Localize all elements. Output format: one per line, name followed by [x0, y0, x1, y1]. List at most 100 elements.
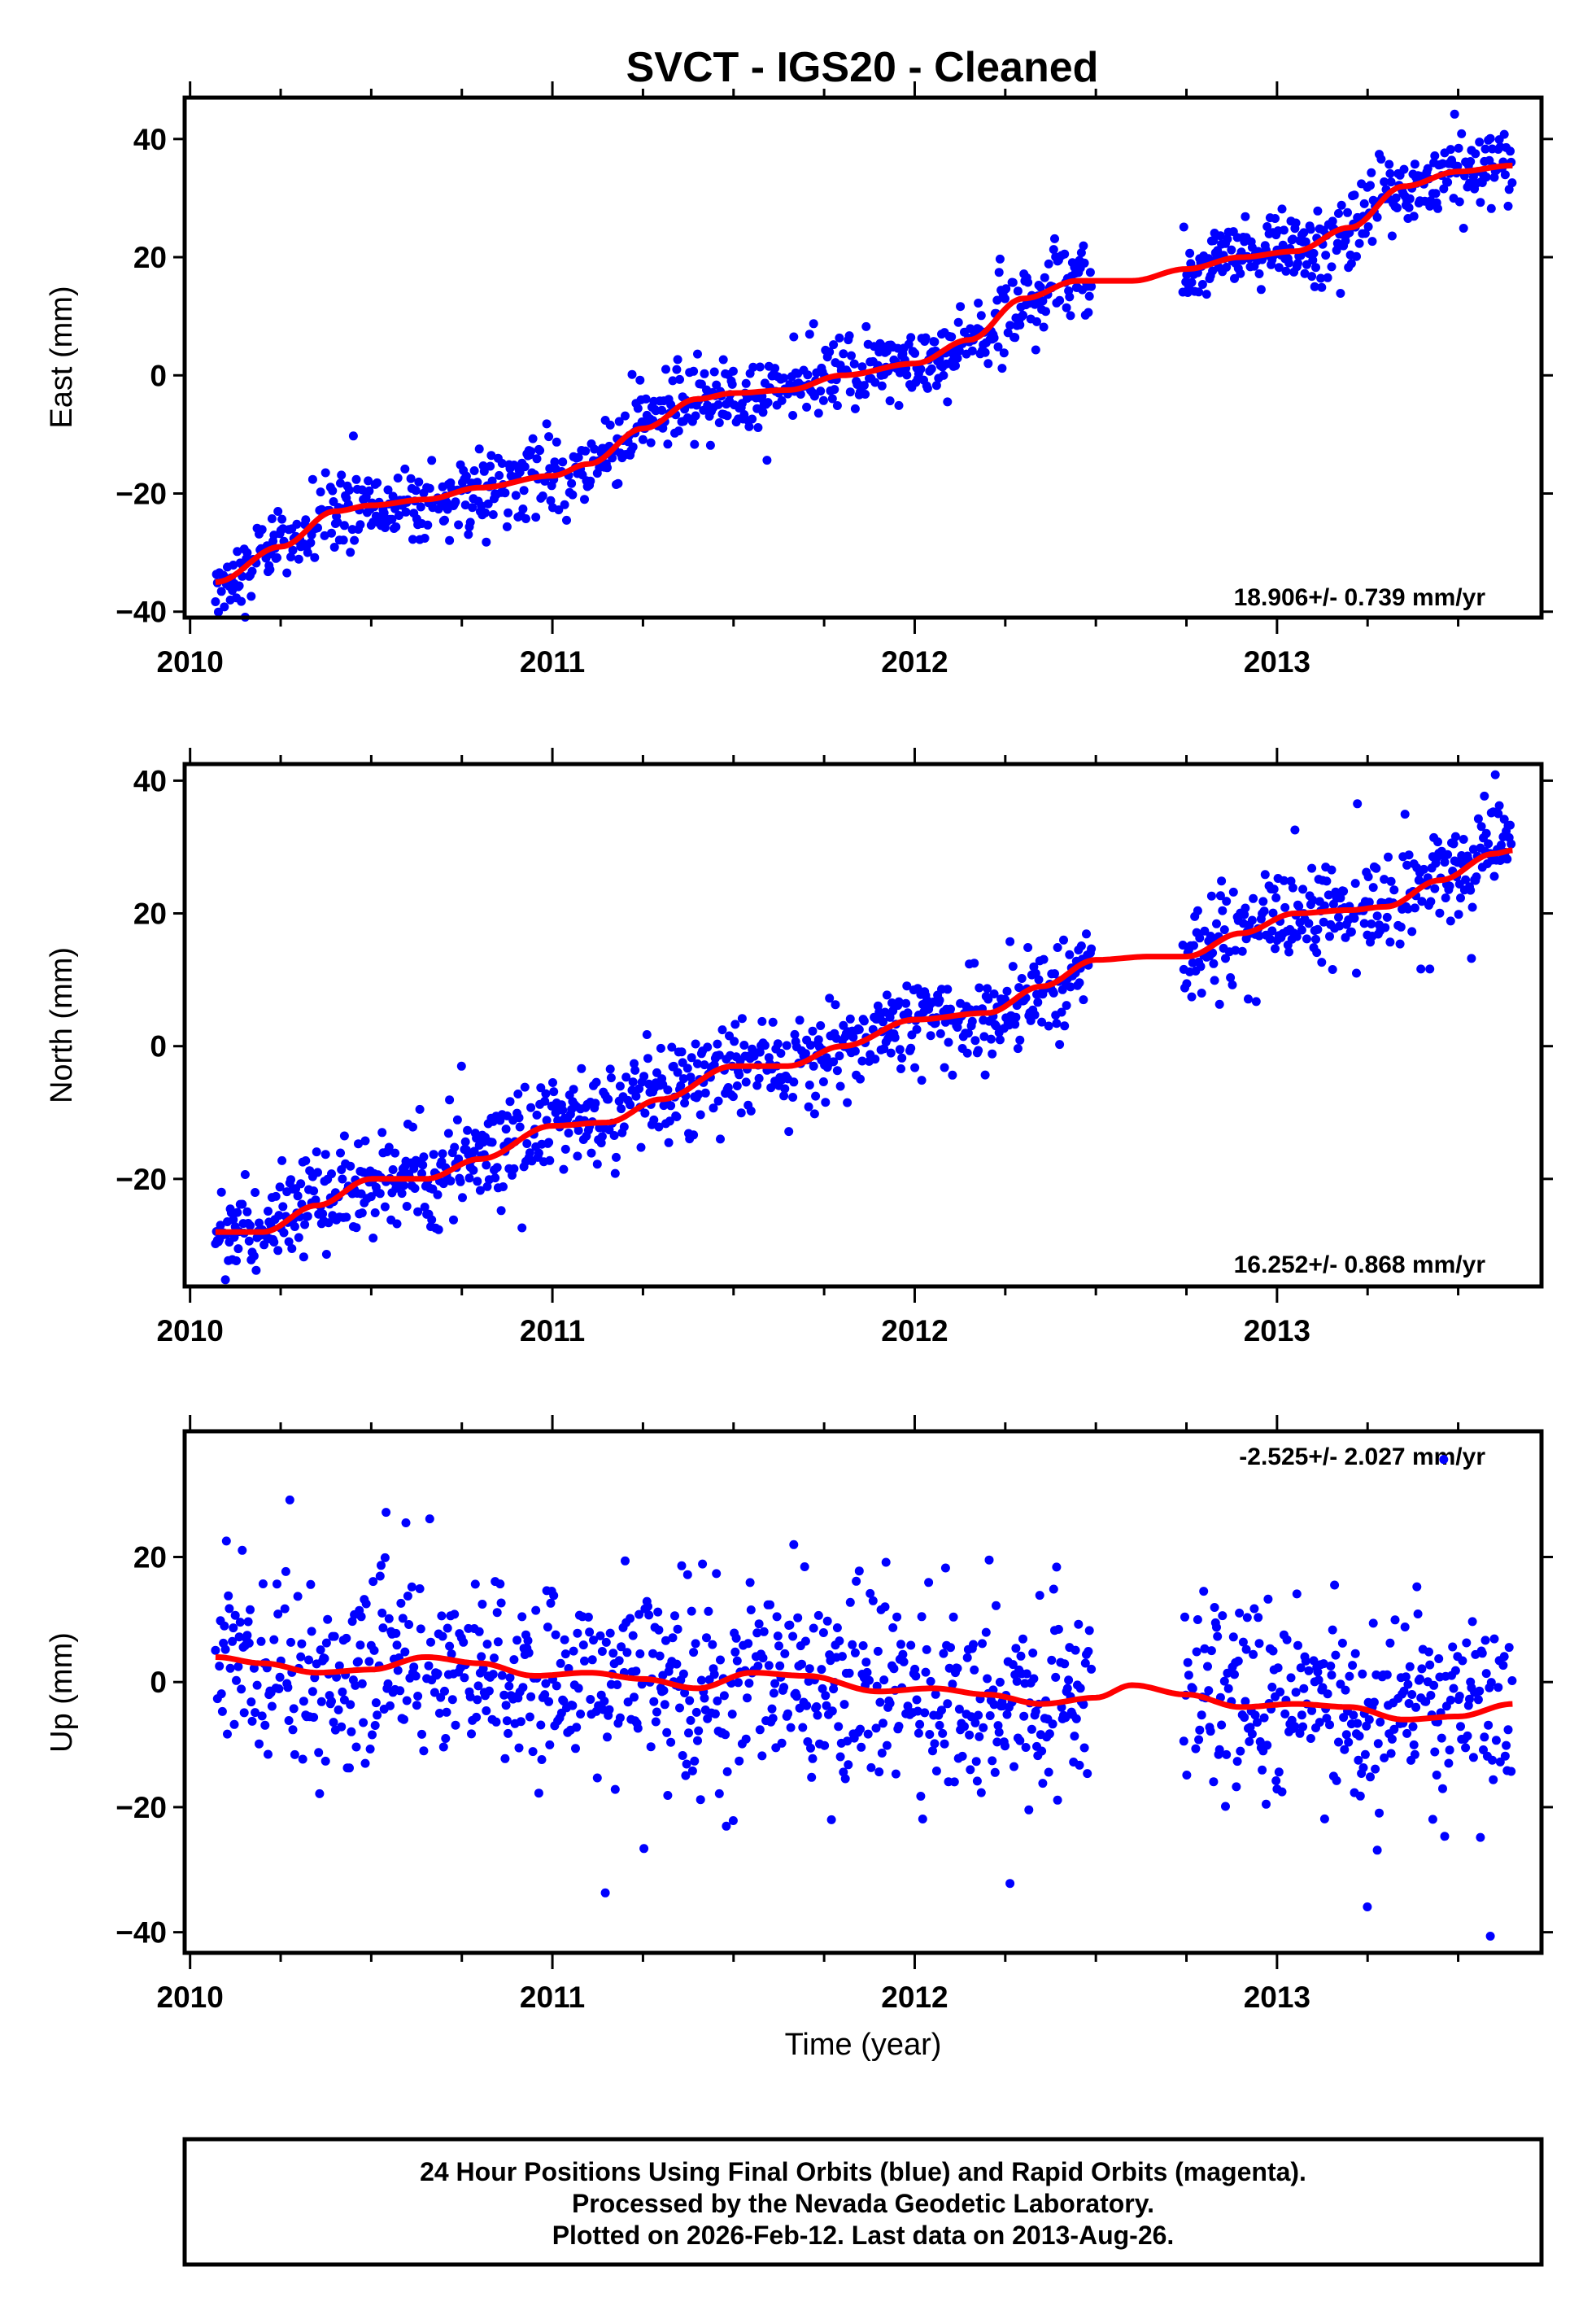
data-point: [1495, 1757, 1505, 1767]
data-point: [426, 1637, 435, 1647]
data-point: [648, 1649, 658, 1658]
data-point: [946, 1004, 955, 1014]
data-point: [1328, 216, 1337, 226]
data-point: [1292, 1589, 1302, 1599]
data-point: [700, 1060, 709, 1070]
data-point: [415, 1104, 425, 1114]
data-point: [1430, 1747, 1440, 1757]
data-point: [1405, 194, 1415, 203]
data-point: [960, 1722, 969, 1732]
data-point: [866, 1588, 875, 1598]
data-point: [1414, 876, 1424, 885]
data-point: [1242, 1613, 1252, 1622]
data-point: [817, 1665, 826, 1675]
data-point: [1038, 296, 1048, 306]
data-point: [543, 1622, 552, 1632]
footer-frame: [182, 2137, 1544, 2267]
data-point: [832, 1623, 842, 1632]
data-point: [560, 500, 569, 509]
data-point: [1318, 1683, 1328, 1692]
data-point: [454, 520, 464, 530]
data-point: [437, 1611, 447, 1621]
data-point: [450, 1142, 460, 1152]
data-point: [857, 362, 867, 372]
data-point: [974, 299, 983, 308]
data-point: [415, 1584, 425, 1593]
data-point: [1409, 212, 1419, 221]
data-point: [1215, 891, 1225, 901]
data-point: [1350, 914, 1359, 923]
data-point: [1178, 941, 1188, 950]
panel-north: North (mm) 16.252+/- 0.868 mm/yr −200204…: [45, 748, 1553, 1347]
data-point: [835, 333, 844, 343]
data-point: [1396, 922, 1406, 932]
data-point: [1325, 932, 1334, 941]
data-point: [391, 522, 401, 531]
data-point: [1001, 1741, 1009, 1751]
data-point: [1391, 193, 1401, 203]
data-point: [573, 1151, 582, 1161]
data-point: [673, 355, 682, 365]
data-point: [1486, 203, 1496, 213]
data-point: [334, 1705, 343, 1714]
data-point: [1219, 1676, 1229, 1686]
data-point: [1476, 1832, 1485, 1842]
data-point: [995, 1677, 1005, 1687]
data-point: [675, 1703, 684, 1713]
data-point: [491, 1173, 500, 1183]
data-point: [1463, 1731, 1472, 1740]
data-points-north: [211, 770, 1516, 1285]
data-point: [1380, 923, 1390, 932]
data-point: [1454, 1692, 1464, 1701]
data-point: [278, 1202, 288, 1212]
data-point: [951, 361, 960, 370]
data-point: [417, 1729, 426, 1739]
data-point: [500, 1754, 510, 1763]
y-axis-label-east: East (mm): [45, 286, 79, 428]
data-point: [646, 438, 656, 448]
data-point: [382, 1508, 391, 1518]
data-point: [1065, 950, 1075, 959]
data-point: [1057, 985, 1067, 994]
data-point: [1087, 944, 1097, 954]
data-point: [1029, 1674, 1039, 1684]
panel-up: Up (mm) -2.525+/- 2.027 mm/yr −40−200202…: [45, 1415, 1553, 2014]
data-point: [965, 1730, 975, 1740]
data-point: [630, 1692, 639, 1702]
data-point: [628, 1077, 638, 1087]
data-point: [1301, 1656, 1310, 1666]
data-point: [1271, 944, 1280, 954]
data-point: [844, 331, 854, 341]
data-point: [746, 1605, 756, 1614]
data-point: [301, 1156, 311, 1165]
data-point: [1407, 1690, 1417, 1699]
data-point: [540, 1096, 550, 1106]
data-point: [947, 332, 957, 342]
data-point: [318, 1209, 328, 1219]
data-point: [691, 1707, 701, 1717]
data-point: [1083, 1769, 1092, 1779]
data-point: [370, 1208, 380, 1217]
data-point: [577, 1063, 587, 1073]
data-point: [371, 1698, 381, 1708]
data-point: [552, 437, 561, 447]
data-point: [1363, 1902, 1372, 1911]
data-point: [1345, 1671, 1354, 1681]
data-point: [1444, 1758, 1454, 1768]
data-point: [1084, 1647, 1093, 1656]
data-point: [1473, 1695, 1483, 1705]
data-point: [429, 1150, 438, 1160]
data-point: [1334, 208, 1343, 218]
data-point: [1434, 1654, 1444, 1663]
data-point: [931, 1689, 940, 1699]
data-point: [1179, 222, 1188, 232]
data-point: [910, 1664, 920, 1674]
data-point: [1485, 1932, 1495, 1941]
data-point: [356, 1612, 366, 1622]
data-point: [499, 1182, 508, 1191]
data-point: [1334, 912, 1343, 922]
data-point: [1182, 979, 1192, 989]
data-point: [468, 503, 477, 513]
data-point: [1393, 203, 1402, 212]
data-point: [1258, 1765, 1267, 1775]
